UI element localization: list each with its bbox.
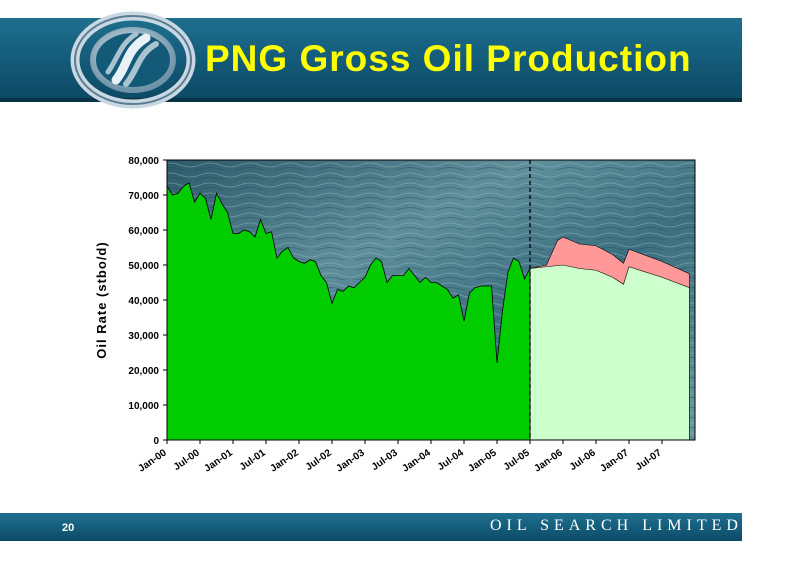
y-tick-label: 10,000 bbox=[128, 401, 159, 412]
y-tick-label: 50,000 bbox=[128, 261, 159, 272]
x-tick-label: Jul-06 bbox=[568, 447, 598, 473]
x-tick-label: Jan-05 bbox=[466, 447, 499, 474]
y-axis-title: Oil Rate (stbo/d) bbox=[94, 241, 109, 358]
x-tick-label: Jul-04 bbox=[436, 447, 466, 473]
y-tick-label: 40,000 bbox=[128, 296, 159, 307]
footer-left-block bbox=[0, 513, 54, 541]
x-tick-label: Jan-02 bbox=[268, 447, 301, 474]
header-shadow bbox=[0, 98, 742, 102]
y-tick-label: 60,000 bbox=[128, 226, 159, 237]
series-area-actual bbox=[166, 182, 531, 441]
company-logo bbox=[70, 11, 196, 109]
page-number: 20 bbox=[62, 522, 75, 534]
x-tick-label: Jan-01 bbox=[202, 447, 235, 474]
x-tick-label: Jan-03 bbox=[334, 447, 367, 474]
footer-bar bbox=[54, 513, 742, 541]
y-tick-label: 30,000 bbox=[128, 331, 159, 342]
x-tick-label: Jan-04 bbox=[400, 447, 433, 474]
company-name: OIL SEARCH LIMITED bbox=[490, 517, 743, 534]
x-tick-label: Jul-02 bbox=[304, 447, 334, 473]
x-tick-label: Jan-06 bbox=[532, 447, 565, 474]
page-title: PNG Gross Oil Production bbox=[205, 38, 692, 79]
x-tick-label: Jul-01 bbox=[238, 447, 268, 473]
x-tick-label: Jul-03 bbox=[370, 447, 400, 473]
series-area-forecast-base bbox=[529, 264, 690, 441]
y-tick-label: 80,000 bbox=[128, 156, 159, 167]
x-tick-label: Jul-07 bbox=[634, 447, 664, 473]
y-tick-label: 0 bbox=[153, 436, 159, 447]
x-tick-label: Jan-07 bbox=[598, 447, 631, 474]
x-tick-label: Jul-05 bbox=[502, 447, 532, 473]
series-layer bbox=[166, 182, 690, 441]
y-tick-label: 20,000 bbox=[128, 366, 159, 377]
y-tick-label: 70,000 bbox=[128, 191, 159, 202]
x-tick-label: Jul-00 bbox=[172, 447, 202, 473]
x-tick-label: Jan-00 bbox=[136, 447, 169, 474]
